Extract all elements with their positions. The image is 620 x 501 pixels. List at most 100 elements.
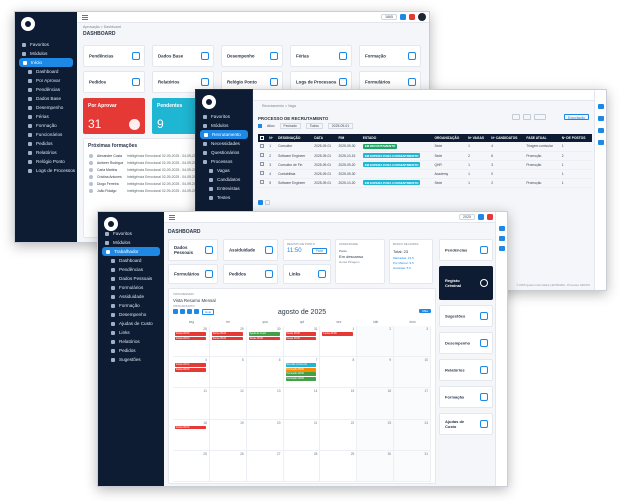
shortcut-card[interactable]: Ajudas de Custo — [439, 413, 493, 435]
sidebar-item[interactable]: Formação — [15, 121, 77, 130]
column-header[interactable]: Nº VAGAS — [466, 134, 490, 142]
row-checkbox[interactable] — [260, 153, 264, 157]
sidebar-item[interactable]: Testes — [196, 193, 252, 202]
sidebar-item[interactable]: Pedidos — [98, 346, 164, 355]
sidebar-item[interactable]: Desempenho — [98, 310, 164, 319]
calendar-day[interactable]: 4 — [173, 357, 210, 389]
list-item[interactable]: Alexandre Costa Inteligência Emocional 02… — [86, 152, 212, 159]
card-assiduidade[interactable]: Assiduidade — [223, 239, 278, 261]
share-icon[interactable] — [598, 140, 604, 145]
calendar-event[interactable]: Férias 09:00 — [211, 336, 243, 341]
table-row[interactable]: 1 Consultor 2025-09-01 2025-09-30 EM RECRUTA… — [258, 142, 592, 152]
calendar-day[interactable]: 10 — [394, 357, 431, 389]
sidebar-item[interactable]: Dados Pessoais — [98, 274, 164, 283]
sidebar-item[interactable]: Recrutamento — [200, 130, 248, 139]
sidebar-item[interactable]: Pedidos — [15, 139, 77, 148]
sidebar-item[interactable]: Questionários — [196, 148, 252, 157]
calendar-event[interactable]: Férias 09:00 — [285, 336, 317, 341]
sidebar-item[interactable]: Funcionários — [15, 130, 77, 139]
filter-ativo-checkbox[interactable] — [258, 124, 262, 128]
notifications-icon[interactable] — [478, 214, 484, 220]
calendar-day[interactable]: 15 — [320, 388, 358, 420]
shortcut-card[interactable]: Sugestões — [439, 305, 493, 327]
shortcut-card[interactable]: Relatórios — [439, 359, 493, 381]
shortcut-card[interactable]: Pendências — [439, 239, 493, 261]
sidebar-item[interactable]: Trabalhador — [102, 247, 160, 256]
card-desempenho[interactable]: Desempenho — [221, 45, 283, 67]
pin-icon[interactable] — [499, 236, 505, 241]
card-logs-processos[interactable]: Logs de Processos — [290, 71, 352, 93]
card-dados-pessoais[interactable]: Dados Pessoais — [168, 239, 218, 261]
sidebar-item[interactable]: Necessidades — [196, 139, 252, 148]
filter-icon[interactable] — [534, 114, 546, 120]
calendar-event[interactable]: Férias 09:00 — [175, 363, 206, 367]
sidebar-item[interactable]: Relógio Ponto — [15, 157, 77, 166]
sidebar-item[interactable]: Pendências — [15, 85, 77, 94]
calendar-day[interactable]: 16 — [357, 388, 395, 420]
sidebar-item[interactable]: Dashboard — [15, 67, 77, 76]
list-item[interactable]: Diogo Ferreira Inteligência Emocional 02-… — [86, 180, 212, 187]
shortcut-card[interactable]: Registo Criminal — [439, 266, 493, 300]
sidebar-item[interactable]: Formação — [98, 301, 164, 310]
list-item[interactable]: Carla Martins Inteligência Emocional 02-0… — [86, 166, 212, 173]
calendar-day[interactable]: 27 — [246, 450, 284, 482]
shortcut-card[interactable]: Formação — [439, 386, 493, 408]
calendar-event[interactable]: Formação 09:00 — [285, 372, 317, 377]
calendar-day[interactable]: 3 — [394, 326, 431, 358]
sidebar-item[interactable]: Vagas — [196, 166, 252, 175]
company-selector[interactable]: 2025 — [459, 214, 475, 220]
calendar-day[interactable]: 1 — [320, 326, 358, 358]
card-pedidos[interactable]: Pedidos — [83, 71, 145, 93]
column-header[interactable]: Nº CANDIDATOS — [489, 134, 525, 142]
alerts-icon[interactable] — [487, 214, 493, 220]
calendar-day[interactable]: 21 — [283, 419, 321, 451]
sidebar-item[interactable]: Entrevistas — [196, 184, 252, 193]
sidebar-item[interactable]: Sugestões — [98, 355, 164, 364]
calendar-event[interactable]: Férias 09:00 — [175, 332, 206, 336]
shortcut-card[interactable]: Desempenho — [439, 332, 493, 354]
notifications-icon[interactable] — [400, 14, 406, 20]
calendar-day[interactable]: 14 — [283, 388, 321, 420]
calendar-day[interactable]: 20 — [246, 419, 284, 451]
pin-icon[interactable] — [598, 128, 604, 133]
calendar-day[interactable]: 5 — [209, 357, 247, 389]
sidebar-item[interactable]: Dados Base — [15, 94, 77, 103]
user-avatar[interactable] — [418, 13, 426, 21]
row-checkbox[interactable] — [260, 162, 264, 166]
calendar-event[interactable]: Férias 09:00 — [248, 336, 280, 341]
column-header[interactable]: DATA — [312, 134, 337, 142]
calendar-day[interactable]: 22 — [320, 419, 358, 451]
sidebar-item[interactable]: Favoritos — [15, 40, 77, 49]
calendar-event[interactable]: Férias 09:00 — [285, 332, 317, 336]
card-formacao[interactable]: Formação — [359, 45, 421, 67]
sidebar-item[interactable]: Ajudas de Custo — [98, 319, 164, 328]
sidebar-item[interactable]: Relatórios — [15, 148, 77, 157]
sidebar-item[interactable]: Processos — [196, 157, 252, 166]
card-formularios[interactable]: Formulários — [168, 264, 218, 284]
page-button-2[interactable] — [265, 200, 270, 205]
zoom-icon[interactable] — [523, 114, 531, 120]
calendar-day[interactable]: 17 — [394, 388, 431, 420]
calendar-event[interactable]: Reunião Quinzenal — [285, 363, 317, 367]
calendar-day[interactable]: 24 — [394, 419, 431, 451]
date-filter-input[interactable]: 2025-09-01 — [327, 123, 354, 129]
calendar-event[interactable]: Ajuda de Custo — [248, 332, 280, 336]
month-view-button[interactable]: Mês — [419, 309, 431, 313]
table-row[interactable]: 3 Consultor de Fin 2025-09-01 2025-09-20 EM … — [258, 160, 592, 170]
row-checkbox[interactable] — [260, 143, 264, 148]
sidebar-item[interactable]: Dashboard — [98, 256, 164, 265]
calendar-day[interactable]: 7 — [283, 357, 321, 389]
table-row[interactable]: 4 Contabilista 2025-09-01 2025-09-30 Academy… — [258, 169, 592, 179]
column-header[interactable]: FASE ATUAL — [524, 134, 560, 142]
calendar-event[interactable]: Formação 09:00 — [285, 367, 317, 372]
row-checkbox[interactable] — [260, 180, 264, 184]
column-header[interactable]: Nº DE POSTOS — [559, 134, 592, 142]
column-header[interactable]: DESIGNAÇÃO — [276, 134, 313, 142]
list-item[interactable]: Cristina Antunes Inteligência Emocional 0… — [86, 173, 212, 180]
list-item[interactable]: João Fidalgo Inteligência Emocional 02-09… — [86, 187, 212, 194]
calendar-event[interactable]: Férias 09:00 — [175, 367, 206, 372]
calendar-event[interactable]: Férias 09:00 — [175, 425, 206, 430]
calendar-event[interactable]: Férias 09:00 — [211, 332, 243, 336]
sidebar-item[interactable]: Favoritos — [98, 229, 164, 238]
sidebar-item[interactable]: Candidatos — [196, 175, 252, 184]
